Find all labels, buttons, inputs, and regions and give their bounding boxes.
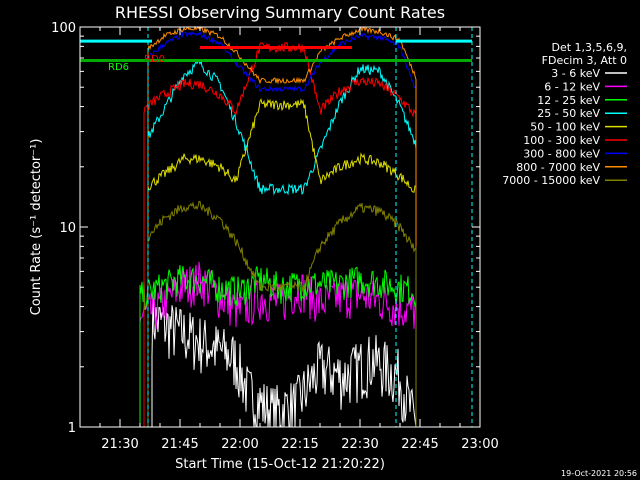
series-line-7000-15000-kev: [147, 200, 417, 427]
legend-label-12-25-kev: 12 - 25 keV: [537, 94, 600, 107]
x-tick-label: 22:45: [401, 437, 438, 452]
y-tick-label: 100: [51, 21, 76, 36]
legend-label-100-300-kev: 100 - 300 keV: [523, 134, 600, 147]
series-line-800-7000-kev: [147, 25, 417, 427]
timestamp: 19-Oct-2021 20:56: [561, 469, 637, 478]
series-line-300-800-kev: [147, 30, 417, 427]
series-layer: [139, 25, 417, 428]
rd0-label: RD0: [144, 54, 165, 65]
x-tick-label: 22:00: [221, 437, 258, 452]
legend-label-7000-15000-kev: 7000 - 15000 keV: [502, 174, 600, 187]
y-axis-label: Count Rate (s⁻¹ detector⁻¹): [29, 139, 44, 316]
legend-header-line-1: Det 1,3,5,6,9,: [551, 41, 627, 54]
series-line-3-6-kev: [151, 296, 417, 428]
overlay-layer: [79, 27, 473, 427]
legend-label-300-800-kev: 300 - 800 keV: [523, 147, 600, 160]
series-line-12-25-kev: [139, 265, 417, 427]
y-tick-label: 10: [59, 221, 76, 236]
rd6-label: RD6: [108, 62, 129, 73]
legend: Det 1,3,5,6,9, FDecim 3, Att 0 3 - 6 keV…: [502, 41, 627, 187]
axis-layer: 21:30 21:45 22:00 22:15 22:30 22:45 23:00 1 10 10…: [51, 21, 499, 452]
x-tick-label: 23:00: [461, 437, 498, 452]
x-tick-label: 22:30: [341, 437, 378, 452]
chart-title: RHESSI Observing Summary Count Rates: [115, 3, 445, 22]
series-line-25-50-kev: [147, 59, 417, 427]
legend-label-50-100-kev: 50 - 100 keV: [530, 121, 600, 134]
legend-header-line-2: FDecim 3, Att 0: [542, 54, 627, 67]
series-line-100-300-kev: [143, 41, 417, 427]
x-tick-label: 21:30: [101, 437, 138, 452]
x-tick-label: 21:45: [161, 437, 198, 452]
legend-label-6-12-kev: 6 - 12 keV: [544, 80, 600, 93]
y-tick-label: 1: [68, 421, 76, 436]
series-line-6-12-kev: [139, 261, 417, 427]
x-tick-label: 22:15: [281, 437, 318, 452]
series-line-50-100-kev: [147, 98, 417, 427]
legend-label-25-50-kev: 25 - 50 keV: [537, 107, 600, 120]
legend-label-800-7000-kev: 800 - 7000 keV: [516, 161, 600, 174]
x-axis-label: Start Time (15-Oct-12 21:20:22): [175, 457, 385, 472]
legend-label-3-6-kev: 3 - 6 keV: [551, 67, 600, 80]
